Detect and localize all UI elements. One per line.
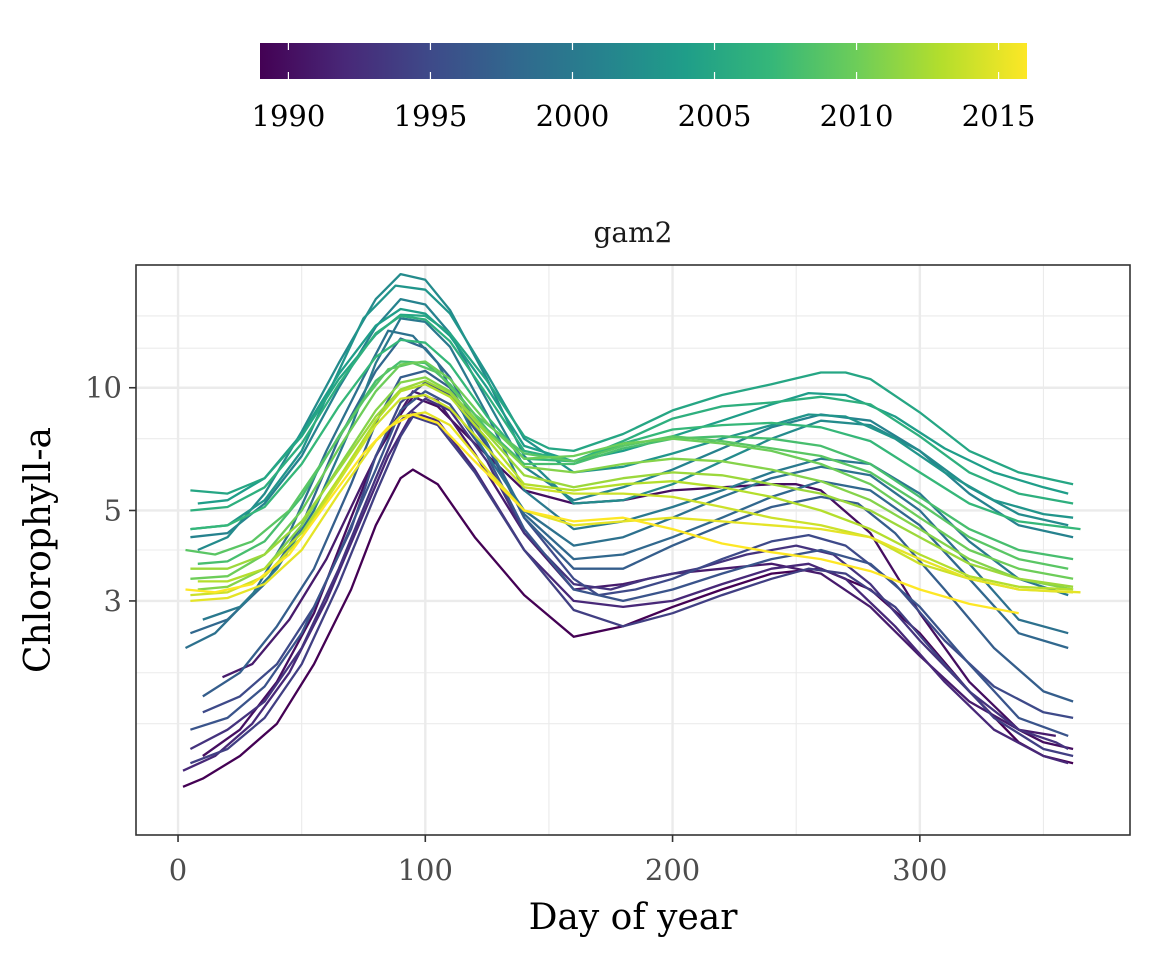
series-lines	[182, 272, 1081, 788]
legend-label: 2010	[820, 99, 894, 133]
x-axis-title: Day of year	[529, 897, 739, 938]
series-line-1989	[182, 468, 1074, 788]
series-line-2000	[202, 317, 1069, 621]
series-line-1992	[182, 411, 1069, 772]
series-line-2007	[190, 338, 1081, 531]
y-tick-label: 5	[104, 493, 122, 527]
series-line-1993	[189, 397, 1069, 751]
series-line-1994	[189, 415, 1074, 765]
series-line-2013	[197, 383, 1074, 591]
x-tick-label: 100	[398, 853, 453, 887]
legend-label: 2005	[678, 99, 752, 133]
series-line-2014	[190, 393, 1074, 597]
colorbar	[260, 43, 1027, 79]
facet-title: gam2	[594, 216, 673, 249]
series-line-2001	[190, 297, 1074, 539]
series-line-1998	[190, 337, 1069, 650]
series-line-1997	[202, 369, 1074, 703]
y-axis: 3 5 10	[85, 371, 136, 618]
legend-label: 2000	[536, 99, 610, 133]
plot-border	[135, 264, 1131, 836]
series-line-2005	[190, 313, 1074, 495]
y-tick-label: 3	[104, 584, 122, 618]
legend-label: 2015	[962, 99, 1036, 133]
series-line-2012	[190, 379, 1074, 588]
x-axis: 0 100 200 300	[169, 835, 948, 887]
y-axis-title: Chlorophyll-a	[18, 427, 59, 673]
series-line-2010	[190, 360, 1074, 580]
x-tick-label: 300	[892, 853, 947, 887]
legend-label: 1995	[394, 99, 468, 133]
series-line-1999	[184, 329, 1069, 650]
y-tick-label: 10	[85, 371, 122, 405]
x-tick-label: 0	[169, 853, 187, 887]
legend-label: 1990	[252, 99, 326, 133]
series-line-2016	[185, 413, 1019, 615]
x-tick-label: 200	[645, 853, 700, 887]
colorbar-legend: 1990 1995 2000 2005 2010 2015	[252, 43, 1036, 133]
series-line-2015	[190, 411, 1081, 603]
series-line-1996	[190, 390, 1069, 737]
series-line-2006	[190, 314, 1074, 512]
